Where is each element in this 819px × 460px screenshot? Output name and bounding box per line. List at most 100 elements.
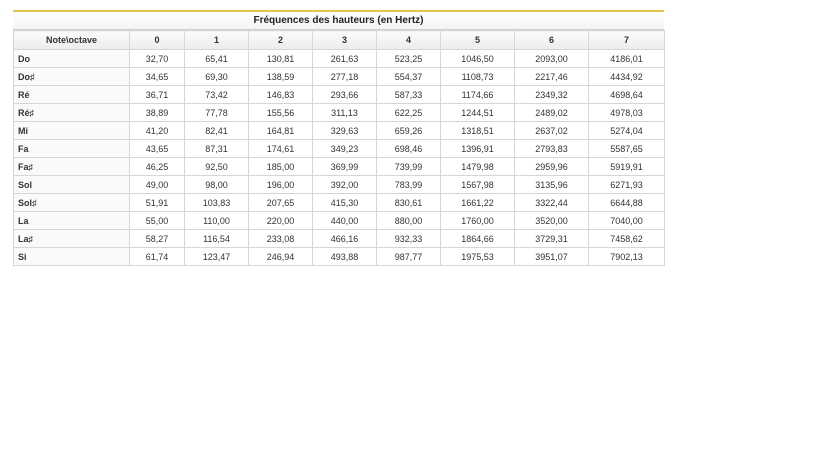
frequency-cell: 6271,93 [588, 175, 665, 194]
table-row: La♯ 58,27 116,54 233,08 466,16 932,33 1864,66 3… [13, 229, 665, 248]
header-cell: 7 [588, 30, 665, 50]
frequency-cell: 98,00 [184, 175, 249, 194]
frequency-cell: 73,42 [184, 85, 249, 104]
frequency-cell: 65,41 [184, 49, 249, 68]
frequency-cell: 2959,96 [514, 157, 589, 176]
frequency-cell: 174,61 [248, 139, 313, 158]
frequency-cell: 4698,64 [588, 85, 665, 104]
frequency-cell: 4186,01 [588, 49, 665, 68]
table-row: Mi 41,20 82,41 164,81 329,63 659,26 1318,51 263… [13, 121, 665, 140]
frequency-cell: 1661,22 [440, 193, 515, 212]
frequency-cell: 3951,07 [514, 247, 589, 266]
frequency-cell: 32,70 [129, 49, 185, 68]
frequency-cell: 7458,62 [588, 229, 665, 248]
frequency-cell: 61,74 [129, 247, 185, 266]
frequency-cell: 311,13 [312, 103, 377, 122]
note-name-cell: Fa [13, 139, 130, 158]
header-cell: 2 [248, 30, 313, 50]
frequency-cell: 2793,83 [514, 139, 589, 158]
frequency-cell: 2349,32 [514, 85, 589, 104]
frequency-cell: 4434,92 [588, 67, 665, 86]
frequency-cell: 49,00 [129, 175, 185, 194]
frequency-cell: 38,89 [129, 103, 185, 122]
note-name-cell: Fa♯ [13, 157, 130, 176]
note-name-cell: La♯ [13, 229, 130, 248]
frequency-cell: 6644,88 [588, 193, 665, 212]
frequency-cell: 783,99 [376, 175, 441, 194]
frequency-cell: 987,77 [376, 247, 441, 266]
frequency-cell: 146,83 [248, 85, 313, 104]
note-name-cell: Ré♯ [13, 103, 130, 122]
frequency-cell: 46,25 [129, 157, 185, 176]
table-row: La 55,00 110,00 220,00 440,00 880,00 1760,00 35… [13, 211, 665, 230]
frequency-cell: 58,27 [129, 229, 185, 248]
table-row: Sol♯ 51,91 103,83 207,65 415,30 830,61 1661,22… [13, 193, 665, 212]
frequency-cell: 233,08 [248, 229, 313, 248]
frequency-cell: 329,63 [312, 121, 377, 140]
frequency-cell: 2489,02 [514, 103, 589, 122]
frequency-cell: 69,30 [184, 67, 249, 86]
frequency-cell: 1975,53 [440, 247, 515, 266]
header-cell: 4 [376, 30, 441, 50]
header-cell: Note\octave [13, 30, 130, 50]
frequency-cell: 110,00 [184, 211, 249, 230]
note-name-cell: Si [13, 247, 130, 266]
header-row: Note\octave 0 1 2 3 4 5 6 7 [13, 30, 665, 50]
frequency-cell: 2093,00 [514, 49, 589, 68]
frequency-table: Note\octave 0 1 2 3 4 5 6 7 Do 32,70 65,41… [13, 30, 665, 266]
frequency-cell: 277,18 [312, 67, 377, 86]
frequency-cell: 554,37 [376, 67, 441, 86]
frequency-cell: 164,81 [248, 121, 313, 140]
frequency-cell: 830,61 [376, 193, 441, 212]
frequency-cell: 246,94 [248, 247, 313, 266]
frequency-cell: 7902,13 [588, 247, 665, 266]
frequency-cell: 4978,03 [588, 103, 665, 122]
frequency-cell: 123,47 [184, 247, 249, 266]
frequency-cell: 51,91 [129, 193, 185, 212]
frequency-cell: 415,30 [312, 193, 377, 212]
frequency-cell: 7040,00 [588, 211, 665, 230]
frequency-cell: 493,88 [312, 247, 377, 266]
frequency-cell: 1046,50 [440, 49, 515, 68]
frequency-cell: 3520,00 [514, 211, 589, 230]
frequency-cell: 698,46 [376, 139, 441, 158]
note-name-cell: Sol [13, 175, 130, 194]
frequency-cell: 185,00 [248, 157, 313, 176]
table-caption: Fréquences des hauteurs (en Hertz) [13, 12, 664, 30]
frequency-cell: 82,41 [184, 121, 249, 140]
frequency-cell: 440,00 [312, 211, 377, 230]
frequency-cell: 1108,73 [440, 67, 515, 86]
frequency-cell: 392,00 [312, 175, 377, 194]
frequency-cell: 130,81 [248, 49, 313, 68]
table-row: Si 61,74 123,47 246,94 493,88 987,77 1975,53 39… [13, 247, 665, 266]
frequency-table-panel: Fréquences des hauteurs (en Hertz) Note\… [13, 10, 665, 266]
frequency-cell: 5274,04 [588, 121, 665, 140]
frequency-cell: 5587,65 [588, 139, 665, 158]
table-row: Fa 43,65 87,31 174,61 349,23 698,46 1396,91 279… [13, 139, 665, 158]
table-row: Ré♯ 38,89 77,78 155,56 311,13 622,25 1244,51 24… [13, 103, 665, 122]
frequency-cell: 43,65 [129, 139, 185, 158]
frequency-cell: 932,33 [376, 229, 441, 248]
note-name-cell: Do [13, 49, 130, 68]
frequency-cell: 1174,66 [440, 85, 515, 104]
frequency-cell: 293,66 [312, 85, 377, 104]
frequency-cell: 739,99 [376, 157, 441, 176]
frequency-cell: 349,23 [312, 139, 377, 158]
table-row: Do 32,70 65,41 130,81 261,63 523,25 1046,50 209… [13, 49, 665, 68]
frequency-cell: 587,33 [376, 85, 441, 104]
frequency-cell: 36,71 [129, 85, 185, 104]
note-name-cell: Mi [13, 121, 130, 140]
note-name-cell: Do♯ [13, 67, 130, 86]
frequency-cell: 1318,51 [440, 121, 515, 140]
frequency-cell: 369,99 [312, 157, 377, 176]
frequency-cell: 622,25 [376, 103, 441, 122]
frequency-cell: 1244,51 [440, 103, 515, 122]
header-cell: 5 [440, 30, 515, 50]
header-cell: 0 [129, 30, 185, 50]
note-name-cell: Ré [13, 85, 130, 104]
frequency-cell: 207,65 [248, 193, 313, 212]
frequency-cell: 77,78 [184, 103, 249, 122]
frequency-cell: 41,20 [129, 121, 185, 140]
frequency-cell: 466,16 [312, 229, 377, 248]
table-row: Fa♯ 46,25 92,50 185,00 369,99 739,99 1479,98 29… [13, 157, 665, 176]
